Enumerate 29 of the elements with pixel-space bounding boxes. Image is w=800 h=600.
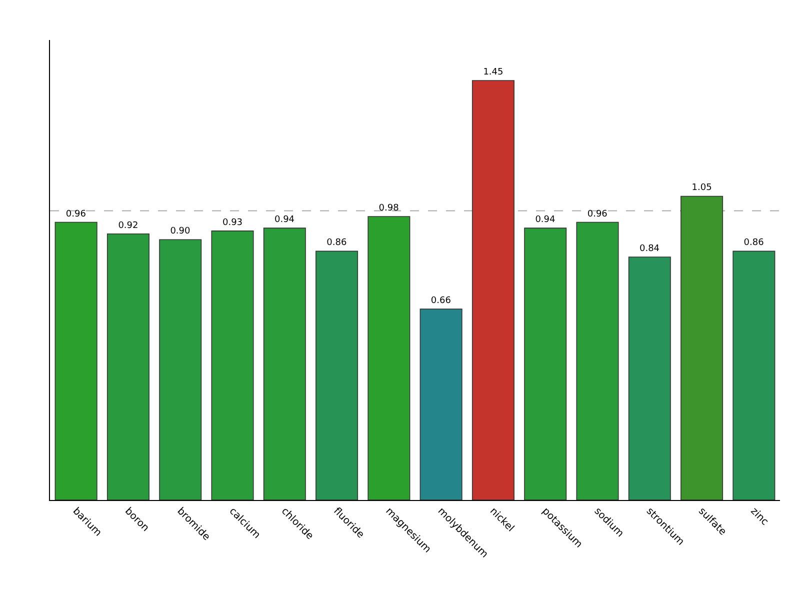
- x-tick-label: zinc: [748, 506, 770, 528]
- data-label: 0.90: [170, 226, 191, 237]
- bar: [54, 222, 98, 500]
- bar: [211, 230, 254, 500]
- bar: [628, 256, 671, 500]
- data-label: 0.66: [430, 296, 452, 306]
- data-label: 0.94: [274, 215, 295, 226]
- data-label: 0.96: [66, 209, 86, 220]
- bar: [368, 216, 410, 500]
- data-label: 0.96: [587, 209, 608, 220]
- data-label: 1.05: [692, 183, 712, 194]
- bar: [472, 80, 514, 500]
- data-label: 0.84: [639, 244, 660, 254]
- bar: [732, 250, 776, 500]
- bar: [420, 308, 462, 500]
- bar: [576, 222, 619, 500]
- bar: [263, 228, 306, 500]
- bar: [159, 239, 202, 500]
- data-label: 1.45: [483, 68, 504, 78]
- data-label: 0.86: [744, 238, 764, 248]
- data-label: 0.92: [118, 220, 138, 231]
- bar: [106, 233, 150, 500]
- data-label: 0.94: [535, 215, 556, 226]
- data-label: 0.93: [222, 218, 243, 228]
- bar: [524, 228, 567, 500]
- data-label: 0.86: [326, 238, 347, 248]
- data-label: 0.98: [378, 203, 400, 214]
- bar: [680, 196, 724, 500]
- bar: [316, 250, 358, 500]
